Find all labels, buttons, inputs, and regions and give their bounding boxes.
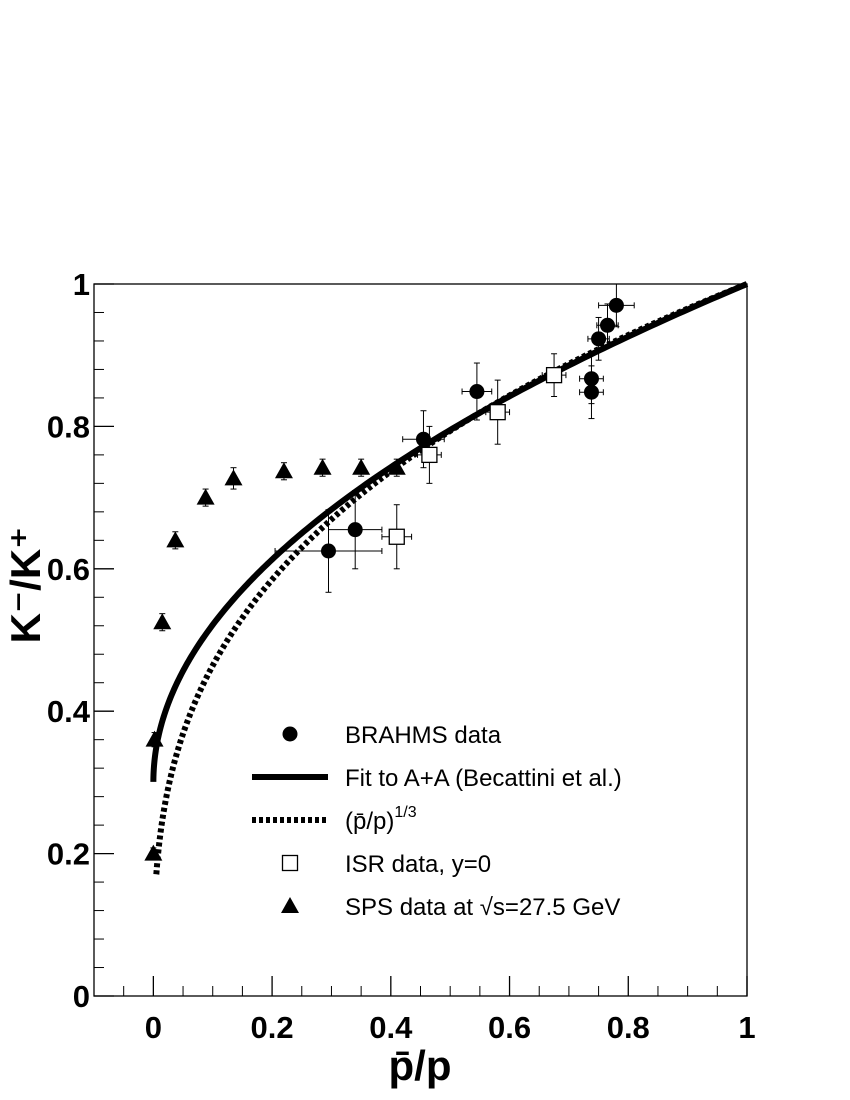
x-axis-title: p̄/p (389, 1042, 452, 1089)
brahms-point (274, 509, 383, 593)
x-tick-label: 0.8 (607, 1010, 650, 1045)
legend: BRAHMS data Fit to A+A (Becattini et al.)… (252, 722, 622, 921)
legend-filled-triangle-marker (281, 897, 299, 913)
sps-point (224, 467, 243, 490)
y-tick-label: 0 (73, 979, 90, 1014)
sps-point-marker (224, 469, 243, 486)
brahms-point-marker (583, 384, 599, 400)
brahms-point (598, 283, 635, 328)
axis-ticks: 0 0.2 0.4 0.6 0.8 1 0 0.2 0.4 0.6 0.8 1 (47, 267, 756, 1045)
fit-curve-line (150, 281, 749, 782)
sps-point (144, 844, 163, 861)
legend-label: (p̄/p)1/3 (345, 804, 417, 835)
legend-entry: SPS data at √s=27.5 GeV (281, 894, 620, 921)
brahms-point (579, 365, 604, 420)
x-tick-label: 0.4 (369, 1010, 413, 1045)
isr-point (485, 379, 511, 445)
sps-point-marker (145, 730, 164, 747)
x-tick-label: 0.2 (251, 1010, 294, 1045)
brahms-point (461, 362, 493, 421)
sps-point-marker (144, 844, 163, 861)
isr-point (381, 504, 413, 570)
legend-entry: ISR data, y=0 (281, 851, 491, 878)
brahms-point-marker (347, 522, 363, 538)
plot-frame (93, 283, 748, 997)
isr-point-marker (421, 446, 438, 464)
sps-point-marker (387, 458, 406, 475)
brahms-point-marker (599, 317, 615, 333)
brahms-point-marker (469, 384, 485, 400)
brahms-point-marker (415, 431, 431, 447)
sps-point (313, 458, 332, 477)
y-tick-label: 1 (73, 267, 90, 302)
sps-point-marker (166, 531, 185, 548)
legend-open-square-marker (281, 854, 299, 872)
brahms-point-marker (608, 297, 624, 313)
y-axis-title: K⁻/K⁺ (2, 527, 49, 644)
y-tick-label: 0.6 (47, 552, 90, 587)
data-points (144, 283, 635, 861)
brahms-point (327, 489, 383, 570)
legend-label: ISR data, y=0 (345, 851, 491, 878)
legend-filled-circle-marker (282, 726, 298, 742)
isr-point-marker (545, 366, 563, 384)
sps-point (196, 488, 215, 507)
legend-label: BRAHMS data (345, 722, 502, 749)
legend-entry: (p̄/p)1/3 (252, 804, 417, 835)
legend-superscript: 1/3 (394, 804, 416, 821)
y-tick-label: 0.4 (47, 694, 91, 729)
sps-point (166, 531, 185, 550)
x-tick-label: 0.6 (488, 1010, 531, 1045)
sps-point-marker (274, 462, 293, 479)
isr-point-marker (388, 528, 405, 545)
y-tick-label: 0.2 (47, 837, 90, 872)
sps-point-marker (313, 458, 332, 475)
brahms-point (587, 316, 610, 361)
legend-entry: BRAHMS data (282, 722, 502, 749)
legend-label: SPS data at √s=27.5 GeV (345, 894, 620, 921)
brahms-point-marker (320, 543, 336, 559)
brahms-point-marker (591, 331, 607, 347)
isr-point (417, 425, 442, 484)
axis-labels: p̄/p K⁻/K⁺ (2, 527, 451, 1089)
isr-point (541, 353, 567, 397)
isr-point-marker (489, 404, 506, 421)
x-tick-label: 0 (145, 1010, 162, 1045)
sps-point (352, 458, 371, 477)
sps-point (387, 458, 406, 477)
x-tick-label: 1 (738, 1010, 755, 1045)
sps-point-marker (352, 458, 371, 475)
sps-point (274, 462, 293, 481)
sps-point (153, 613, 172, 632)
sps-point-marker (153, 613, 172, 630)
legend-label: Fit to A+A (Becattini et al.) (345, 765, 622, 792)
brahms-point (596, 303, 619, 348)
sps-point-marker (196, 488, 215, 505)
plot-area-border (93, 283, 748, 997)
y-tick-label: 0.8 (47, 409, 90, 444)
sps-point (145, 730, 164, 748)
legend-entry: Fit to A+A (Becattini et al.) (252, 765, 622, 792)
